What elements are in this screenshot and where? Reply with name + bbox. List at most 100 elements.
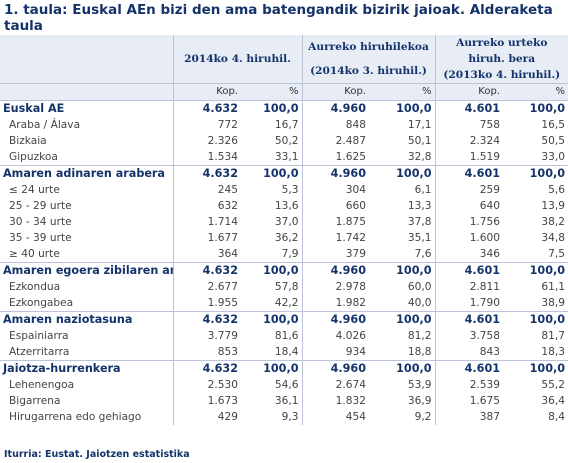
cell-count: 387: [434, 409, 504, 425]
section-row: Amaren naziotasuna 4.632 100,0 4.960 100,0 4.…: [0, 311, 568, 328]
cell-percent: 7,6: [414, 248, 432, 260]
subheader-row: Kop. % Kop. % Kop. %: [0, 83, 568, 101]
cell-percent: 50,1: [407, 135, 432, 147]
cell-percent: 36,4: [541, 395, 566, 407]
table-row: Ezkondua 2.677 57,8 2.978 60,0 2.811 61,1: [0, 279, 568, 295]
cell-percent: 54,6: [274, 379, 299, 391]
cell-count: 934: [301, 344, 369, 361]
cell-percent: 33,0: [541, 151, 566, 163]
cell-percent: 40,0: [407, 297, 432, 309]
cell-count: 2.326: [172, 133, 241, 149]
cell-count: 1.677: [172, 230, 241, 246]
cell-count: 2.487: [301, 133, 369, 149]
section-percent: 100,0: [241, 311, 302, 328]
section-label: Amaren egoera zibilaren arabera: [0, 262, 173, 279]
section-percent: 100,0: [503, 100, 568, 117]
header-row: 2014ko 4. hiruhil. Aurreko hiruhilekoa (…: [0, 35, 568, 84]
cell-count: 1.756: [434, 214, 504, 230]
cell-percent: 81,7: [541, 330, 566, 342]
section-percent: 100,0: [503, 311, 568, 328]
cell-count: 660: [301, 198, 369, 214]
table-row: 25 - 29 urte 632 13,6 660 13,3 640 13,9: [0, 198, 568, 214]
cell-percent: 34,8: [541, 232, 566, 244]
section-row: Amaren adinaren arabera 4.632 100,0 4.960 10…: [0, 165, 568, 182]
section-label: Amaren naziotasuna: [0, 311, 173, 328]
cell-percent: 36,9: [407, 395, 432, 407]
cell-count: 2.811: [434, 279, 504, 295]
cell-percent: 18,8: [407, 346, 432, 358]
section-count: 4.960: [301, 262, 369, 279]
header-col2: Aurreko hiruhilekoa (2014ko 3. hiruhil.): [301, 35, 436, 84]
header-blank: [0, 35, 173, 84]
section-percent: 100,0: [503, 360, 568, 377]
table-row: Araba / Álava 772 16,7 848 17,1 758 16,5: [0, 117, 568, 133]
section-count: 4.601: [434, 100, 504, 117]
cell-percent: 55,2: [541, 379, 566, 391]
table-row: Ezkongabea 1.955 42,2 1.982 40,0 1.790 38,9: [0, 295, 568, 312]
table-row: 30 - 34 urte 1.714 37,0 1.875 37,8 1.756 38,2: [0, 214, 568, 230]
cell-percent: 60,0: [407, 281, 432, 293]
cell-percent: 9,2: [414, 411, 432, 423]
table-row: Lehenengoa 2.530 54,6 2.674 53,9 2.539 55,2: [0, 377, 568, 393]
row-label: Bigarrena: [9, 395, 61, 407]
row-label: 35 - 39 urte: [9, 232, 72, 244]
section-label: Jaiotza-hurrenkera: [0, 360, 173, 377]
source-note: Iturria: Eustat. Jaiotzen estatistika: [4, 449, 190, 460]
cell-percent: 18,4: [274, 346, 299, 358]
subheader-pct: %: [241, 83, 302, 101]
row-label: Gipuzkoa: [9, 151, 58, 163]
section-percent: 100,0: [241, 100, 302, 117]
section-count: 4.601: [434, 360, 504, 377]
cell-percent: 13,9: [541, 200, 566, 212]
cell-count: 2.674: [301, 377, 369, 393]
cell-count: 3.758: [434, 328, 504, 344]
row-label: Hirugarrena edo gehiago: [9, 411, 142, 423]
cell-percent: 16,5: [541, 119, 566, 131]
subheader-kop: Kop.: [434, 83, 504, 101]
row-label: 25 - 29 urte: [9, 200, 72, 212]
row-label: ≥ 40 urte: [9, 248, 60, 260]
cell-count: 2.677: [172, 279, 241, 295]
cell-count: 772: [172, 117, 241, 133]
cell-count: 245: [172, 182, 241, 198]
section-percent: 100,0: [369, 100, 436, 117]
cell-count: 640: [434, 198, 504, 214]
cell-percent: 36,1: [274, 395, 299, 407]
cell-count: 1.955: [172, 295, 241, 312]
cell-percent: 16,7: [274, 119, 299, 131]
cell-percent: 17,1: [407, 119, 432, 131]
section-percent: 100,0: [369, 311, 436, 328]
subheader-kop: Kop.: [172, 83, 241, 101]
cell-percent: 37,0: [274, 216, 299, 228]
cell-count: 1.790: [434, 295, 504, 312]
section-row: Jaiotza-hurrenkera 4.632 100,0 4.960 100,0 4.…: [0, 360, 568, 377]
section-percent: 100,0: [369, 165, 436, 182]
cell-count: 2.539: [434, 377, 504, 393]
cell-percent: 42,2: [274, 297, 299, 309]
header-col1: 2014ko 4. hiruhil.: [172, 35, 302, 84]
header-col3: Aurreko urteko hiruh. bera (2013ko 4. hi…: [434, 35, 568, 84]
cell-count: 758: [434, 117, 504, 133]
section-label: Euskal AE: [0, 100, 173, 117]
cell-percent: 9,3: [281, 411, 299, 423]
section-percent: 100,0: [503, 262, 568, 279]
section-count: 4.960: [301, 360, 369, 377]
cell-count: 632: [172, 198, 241, 214]
cell-percent: 61,1: [541, 281, 566, 293]
section-percent: 100,0: [241, 262, 302, 279]
cell-percent: 13,6: [274, 200, 299, 212]
section-percent: 100,0: [241, 360, 302, 377]
row-label: Espainiarra: [9, 330, 69, 342]
cell-percent: 5,3: [281, 184, 299, 196]
cell-percent: 50,5: [541, 135, 566, 147]
table-row: Espainiarra 3.779 81,6 4.026 81,2 3.758 81,7: [0, 328, 568, 344]
section-count: 4.632: [172, 311, 241, 328]
cell-percent: 6,1: [414, 184, 432, 196]
cell-count: 364: [172, 246, 241, 263]
section-row: Amaren egoera zibilaren arabera4.632100,…: [0, 262, 568, 279]
cell-percent: 5,6: [548, 184, 566, 196]
subheader-pct: %: [503, 83, 568, 101]
cell-percent: 53,9: [407, 379, 432, 391]
section-count: 4.960: [301, 311, 369, 328]
cell-percent: 33,1: [274, 151, 299, 163]
